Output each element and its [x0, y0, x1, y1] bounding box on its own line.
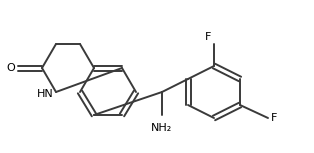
- Text: HN: HN: [37, 89, 54, 99]
- Text: F: F: [271, 113, 277, 123]
- Text: NH₂: NH₂: [151, 123, 173, 133]
- Text: F: F: [205, 32, 211, 42]
- Text: O: O: [6, 63, 15, 73]
